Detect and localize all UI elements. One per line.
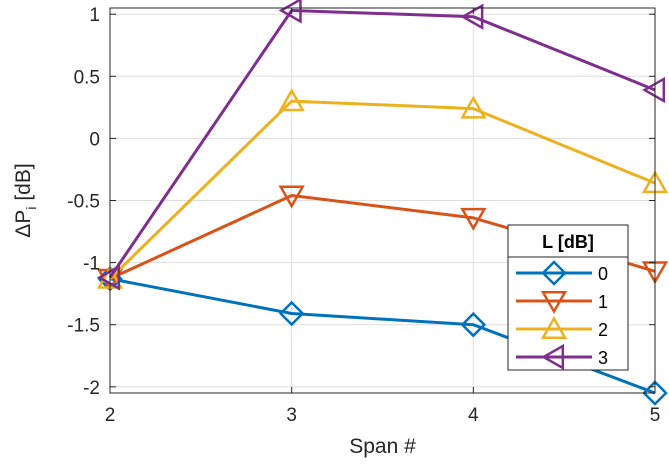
data-point-diamond <box>460 311 487 338</box>
legend-box <box>507 224 629 371</box>
y-tick-label: -1 <box>83 254 100 275</box>
data-point-triangle-down <box>460 207 487 231</box>
legend-item-2: 2 <box>516 316 608 340</box>
data-point-triangle-left <box>97 264 121 291</box>
legend-label: 1 <box>598 292 608 312</box>
series-3 <box>97 0 666 291</box>
legend-marker-triangle-down <box>540 290 568 314</box>
legend: L [dB] 0 1 2 3 <box>507 224 629 371</box>
x-axis-label: Span # <box>349 435 416 458</box>
legend-marker-triangle-left <box>541 343 565 371</box>
data-point-triangle-down <box>278 185 305 209</box>
y-tick-label: -0.5 <box>67 192 100 213</box>
x-tick-label: 4 <box>468 405 479 426</box>
data-point-triangle-up <box>278 88 305 112</box>
legend-item-3: 3 <box>516 343 608 371</box>
ticks: 2 3 4 5 1 0.5 0 -0.5 -1 -1.5 -2 <box>67 5 660 426</box>
legend-marker-triangle-up <box>540 316 568 340</box>
data-point-diamond <box>642 380 668 406</box>
data-point-triangle-left <box>460 3 484 30</box>
y-tick-label: 0 <box>89 129 100 150</box>
data-point-diamond <box>278 300 305 327</box>
series-2 <box>96 88 669 289</box>
y-tick-label: 1 <box>89 5 100 26</box>
legend-label: 0 <box>598 264 608 284</box>
y-tick-label: -1.5 <box>67 316 100 337</box>
legend-marker-diamond <box>541 260 567 286</box>
x-tick-label: 3 <box>286 405 297 426</box>
x-tick-label: 5 <box>650 405 661 426</box>
legend-items: 0 1 2 3 <box>516 260 608 371</box>
data-point-triangle-left <box>278 0 302 24</box>
series-line <box>108 99 656 280</box>
y-tick-label: -2 <box>83 378 100 399</box>
y-tick-label: 0.5 <box>74 67 100 88</box>
data-point-triangle-up <box>460 95 487 119</box>
x-tick-label: 2 <box>105 405 116 426</box>
series-line <box>108 8 656 279</box>
legend-title: L [dB] <box>542 232 594 252</box>
data-point-triangle-left <box>642 76 666 104</box>
y-axis-label-unit: [dB] <box>12 163 35 206</box>
svg-text:ΔPi [dB]: ΔPi [dB] <box>12 163 39 237</box>
y-axis-label: ΔPi [dB] <box>12 163 39 237</box>
legend-item-1: 1 <box>516 290 608 314</box>
legend-item-0: 0 <box>516 260 608 286</box>
y-axis-label-subscript: i <box>23 207 39 210</box>
y-axis-label-main: ΔP <box>12 210 35 238</box>
legend-label: 2 <box>598 320 608 340</box>
legend-label: 3 <box>598 348 608 368</box>
